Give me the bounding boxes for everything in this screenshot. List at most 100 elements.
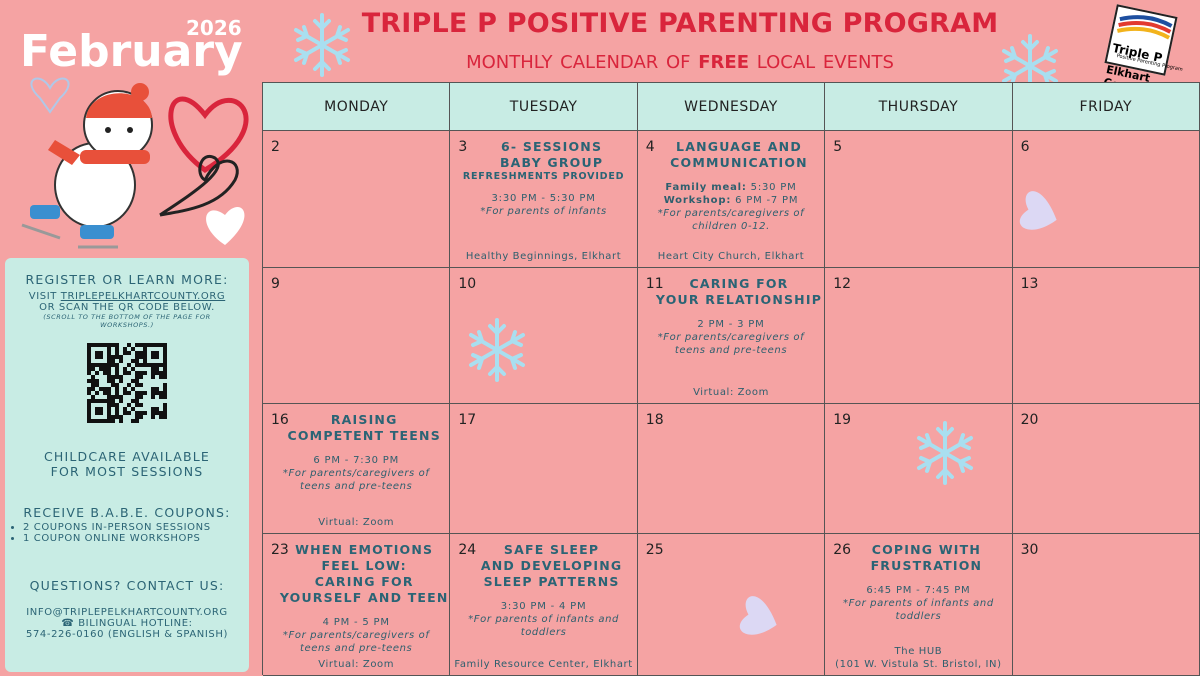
event-title: CARING FOR [689,276,789,291]
heart [168,96,249,173]
schedule-label: Family meal: [665,182,747,193]
childcare: CHILDCARE AVAILABLE [43,449,211,464]
schedule-item: Family meal: 5:30 PM [665,181,796,194]
month: February [20,26,243,77]
event-audience: *For parents of infants and toddlers [468,614,619,638]
heart [159,154,239,217]
weekday-header: MONDAY [263,83,451,131]
day-cell: 13 [1012,268,1200,404]
phone: 574-226-0160 (ENGLISH & SPANISH) [26,629,228,640]
text: VISIT [28,291,57,302]
heading: QUESTIONS? CONTACT US: [29,578,225,593]
coupon-item: 1 COUPON ONLINE WORKSHOPS [23,533,249,544]
day-cell: 20 [1012,404,1200,534]
date: 16 [271,412,289,428]
date: 12 [833,276,852,292]
event-location: Family Resource Center, Elkhart [454,659,633,670]
day-cell: 9 [263,268,451,404]
event-title: RAISING [330,412,398,427]
event-address: (101 W. Vistula St. Bristol, IN) [835,659,1002,670]
day-cell: 3 6- SESSIONS BABY GROUP REFRESHMENTS PROVI… [450,131,638,268]
heading: RECEIVE B.A.B.E. COUPONS: [23,505,231,520]
event-title: 6- SESSIONS [501,139,603,154]
heart [206,206,245,245]
date: 6 [1020,139,1030,155]
logo-stripes [1116,15,1173,40]
day-cell: 16 RAISING COMPETENT TEENS 6 PM - 7:30 PM *F… [263,404,451,534]
qr-code[interactable] [87,343,167,423]
day-cell: 19 [825,404,1013,534]
schedule-time: 6 PM -7 PM [735,195,799,206]
date: 18 [645,412,664,428]
weekday-header: WEDNESDAY [637,83,826,131]
day-cell: 23 WHEN EMOTIONS FEEL LOW: CARING FOR YOURSE… [263,534,451,676]
event-title: COMMUNICATION [670,155,808,170]
weekday-header: FRIDAY [1012,83,1200,131]
event-location: Virtual: Zoom [318,659,395,670]
calendar: MONDAY TUESDAY WEDNESDAY THURSDAY FRIDAY 2 3 6-… [262,82,1200,676]
date: 30 [1020,542,1039,558]
event-time: 3:30 PM - 4 PM [500,601,587,612]
event-audience: *For parents/caregivers of teens and pre… [657,332,805,356]
logo: Triple P Positive Parenting Program Elkh… [1098,4,1194,97]
subtitle-text: MONTHLY CALENDAR OF [466,52,691,73]
event-title: SLEEP PATTERNS [483,574,620,589]
heart [30,77,70,114]
date: 25 [645,542,664,558]
event-audience: *For parents/caregivers of teens and pre… [282,630,430,654]
event-title: AND DEVELOPING [480,558,623,573]
date: 17 [458,412,477,428]
event-title: FEEL LOW: [321,558,407,573]
year: 2026 [186,16,242,40]
event-title: FRUSTRATION [870,558,983,573]
schedule-item: Workshop: 6 PM -7 PM [664,194,799,207]
event-location: Healthy Beginnings, Elkhart [465,251,622,262]
subtitle-text: LOCAL EVENTS [756,52,894,73]
email: INFO@TRIPLEPELKHARTCOUNTY.ORG [26,607,228,618]
event-time: 6:45 PM - 7:45 PM [866,585,971,596]
heart [739,596,777,635]
heart [1019,191,1057,230]
date: 3 [458,139,468,155]
text: ☎ BILINGUAL HOTLINE: [61,618,193,629]
day-cell: 18 [637,404,826,534]
event-note: REFRESHMENTS PROVIDED [462,171,625,182]
day-cell: 17 [450,404,638,534]
date: 4 [645,139,655,155]
event-title: SAFE SLEEP [503,542,600,557]
day-cell: 2 [263,131,451,268]
event-title: WHEN EMOTIONS [295,542,434,557]
day-cell: 6 [1012,131,1200,268]
text: BILINGUAL HOTLINE: [78,618,193,629]
logo-badge [1104,4,1178,76]
coupon-list: 2 COUPONS IN-PERSON SESSIONS1 COUPON ONL… [5,522,249,544]
day-cell: 24 SAFE SLEEP AND DEVELOPING SLEEP PATTERNS… [450,534,638,676]
subtitle-emphasis: FREE [698,52,749,73]
date: 23 [271,542,289,558]
event-title: COPING WITH [871,542,982,557]
date: 2 [271,139,280,155]
event-title: COMPETENT TEENS [287,428,441,443]
day-cell: 4 LANGUAGE AND COMMUNICATION Family meal: 5… [637,131,826,268]
childcare: FOR MOST SESSIONS [50,464,204,479]
heading: REGISTER OR LEARN MORE: [25,272,229,287]
subtitle: MONTHLY CALENDAR OF FREE LOCAL EVENTS [300,52,1060,73]
day-cell: 25 [637,534,826,676]
text: VISIT TRIPLEPELKHARTCOUNTY.ORG [5,291,249,302]
date: 9 [271,276,280,292]
date: 20 [1020,412,1039,428]
day-cell: 10 [450,268,638,404]
schedule-label: Workshop: [663,195,732,206]
event-time: 6 PM - 7:30 PM [313,455,400,466]
event-location: The HUB [894,646,943,657]
weekday-header: TUESDAY [450,83,638,131]
text: OR SCAN THE QR CODE BELOW. [39,302,215,313]
day-cell: 5 [825,131,1013,268]
website-link[interactable]: TRIPLEPELKHARTCOUNTY.ORG [60,291,226,302]
event-title: YOUR RELATIONSHIP [655,292,823,307]
info-panel: REGISTER OR LEARN MORE: VISIT TRIPLEPELK… [5,258,249,672]
day-cell: 11 CARING FOR YOUR RELATIONSHIP 2 PM - 3 PM… [637,268,826,404]
bear-illustration [21,83,153,249]
